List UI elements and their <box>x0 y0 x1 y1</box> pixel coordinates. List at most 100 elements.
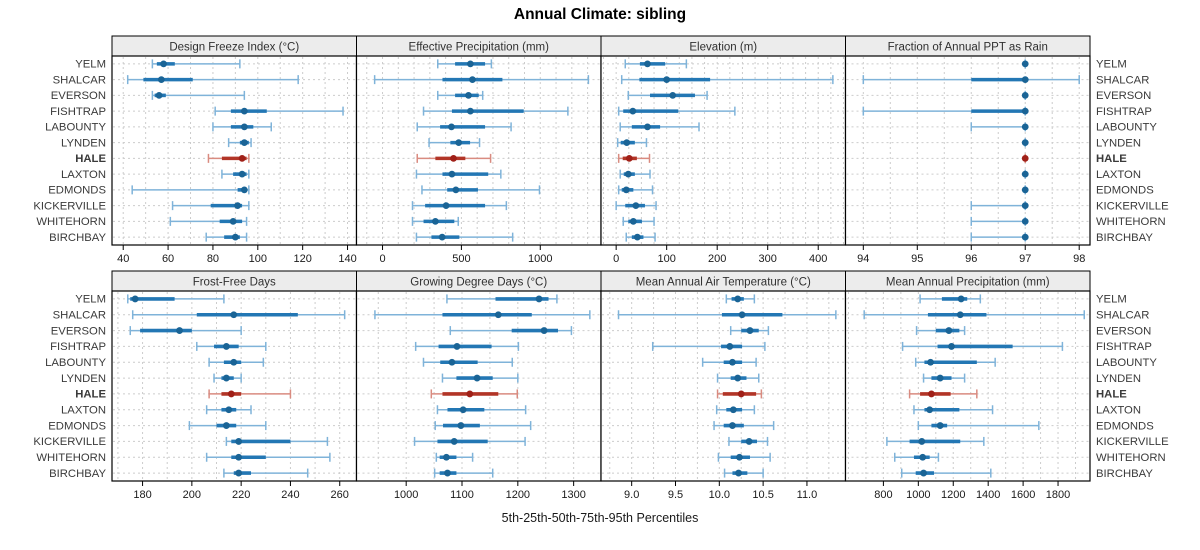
site-label-right-bottom-birchbay: BIRCHBAY <box>1096 468 1153 480</box>
median-dot <box>230 358 238 366</box>
median-dot <box>448 358 456 366</box>
panel-elevation: Elevation (m) 0 100 200 300 400 <box>600 35 847 265</box>
tick-label: 260 <box>331 489 349 501</box>
interval-elevation-birchbay <box>625 232 656 242</box>
median-dot <box>235 469 243 477</box>
median-dot <box>222 374 230 382</box>
interval-design-freeze-index-laxton <box>221 169 250 179</box>
median-dot <box>1021 233 1029 241</box>
site-label-left-bottom-labounty: LABOUNTY <box>45 357 106 369</box>
interval-design-freeze-index-fishtrap <box>214 106 344 116</box>
interval-effective-precipitation-hale <box>416 153 492 163</box>
site-label-left-bottom-yelm: YELM <box>75 294 106 306</box>
median-dot <box>231 233 239 241</box>
site-label-right-top-hale: HALE <box>1096 153 1127 165</box>
interval-mean-annual-air-temperature-laxton <box>715 405 756 415</box>
median-dot <box>624 170 632 178</box>
panel-title: Fraction of Annual PPT as Rain <box>888 42 1048 54</box>
interval-mean-annual-precipitation-labounty <box>914 357 996 367</box>
site-label-right-bottom-lynden: LYNDEN <box>1096 373 1141 385</box>
interval-design-freeze-index-everson <box>151 90 246 100</box>
median-dot <box>431 217 439 225</box>
site-label-right-bottom-yelm: YELM <box>1096 294 1127 306</box>
interval-mean-annual-air-temperature-whitehorn <box>717 452 771 462</box>
median-dot <box>1021 202 1029 210</box>
tick-label: 1600 <box>1011 489 1035 501</box>
interval-mean-annual-precipitation-yelm <box>919 294 982 304</box>
median-dot <box>729 422 736 429</box>
interval-mean-annual-air-temperature-shalcar <box>617 310 837 320</box>
panel-title: Elevation (m) <box>689 42 757 54</box>
interval-effective-precipitation-birchbay <box>415 232 514 242</box>
median-dot <box>926 406 934 414</box>
site-label-right-bottom-shalcar: SHALCAR <box>1096 310 1149 322</box>
median-dot <box>729 406 737 414</box>
tick-label: 100 <box>249 253 267 265</box>
interval-growing-degree-days-hale <box>430 389 519 399</box>
median-dot <box>734 295 742 303</box>
interval-growing-degree-days-lynden <box>441 373 519 383</box>
median-dot <box>737 390 745 398</box>
interval-effective-precipitation-everson <box>436 90 484 100</box>
interval-mean-annual-air-temperature-yelm <box>725 294 756 304</box>
interval-mean-annual-air-temperature-labounty <box>701 357 757 367</box>
panel-title: Mean Annual Air Temperature (°C) <box>636 277 811 289</box>
panel-mean-annual-air-temperature: Mean Annual Air Temperature (°C) 9.0 9.5 10… <box>600 270 847 501</box>
median-dot <box>644 60 651 68</box>
interval-design-freeze-index-hale <box>207 153 250 163</box>
site-label-left-top-whitehorn: WHITEHORN <box>36 216 106 228</box>
median-dot <box>936 374 944 382</box>
median-dot <box>473 374 481 382</box>
panel-mean-annual-precipitation: Mean Annual Precipitation (mm) 800 1000 120… <box>844 270 1091 501</box>
interval-effective-precipitation-labounty <box>416 122 512 132</box>
tick-label: 95 <box>911 253 923 265</box>
interval-fraction-ppt-rain-everson <box>1021 90 1029 100</box>
interval-elevation-fishtrap <box>617 106 736 116</box>
interval-frost-free-days-lynden <box>213 373 242 383</box>
tick-label: 98 <box>1073 253 1085 265</box>
median-dot <box>1021 91 1029 99</box>
median-dot <box>623 139 631 147</box>
interval-fraction-ppt-rain-birchbay <box>970 232 1029 242</box>
interval-frost-free-days-yelm <box>127 294 225 304</box>
tick-label: 1000 <box>394 489 418 501</box>
tick-label: 200 <box>708 253 726 265</box>
tick-label: 96 <box>965 253 977 265</box>
tick-label: 1400 <box>976 489 1000 501</box>
site-label-left-top-birchbay: BIRCHBAY <box>49 232 106 244</box>
interval-elevation-edmonds <box>617 185 654 195</box>
panel-title: Frost-Free Days <box>193 277 276 289</box>
median-dot <box>466 107 474 115</box>
tick-label: 0 <box>379 253 385 265</box>
site-label-left-bottom-edmonds: EDMONDS <box>48 420 106 432</box>
interval-elevation-whitehorn <box>622 216 655 226</box>
tick-label: 400 <box>809 253 827 265</box>
tick-label: 9.0 <box>624 489 639 501</box>
interval-fraction-ppt-rain-shalcar <box>862 75 1080 85</box>
median-dot <box>1021 76 1029 84</box>
median-dot <box>240 123 248 131</box>
interval-growing-degree-days-yelm <box>446 294 558 304</box>
tick-label: 100 <box>657 253 675 265</box>
interval-growing-degree-days-edmonds <box>434 421 532 431</box>
site-label-right-bottom-everson: EVERSON <box>1096 325 1151 337</box>
median-dot <box>459 406 467 414</box>
median-dot <box>1021 217 1029 225</box>
interval-design-freeze-index-lynden <box>227 138 252 148</box>
tick-label: 60 <box>162 253 174 265</box>
site-label-right-top-lynden: LYNDEN <box>1096 137 1141 149</box>
median-dot <box>455 139 463 147</box>
tick-label: 11.0 <box>797 489 818 501</box>
interval-frost-free-days-fishtrap <box>196 341 267 351</box>
site-label-right-bottom-labounty: LABOUNTY <box>1096 357 1157 369</box>
median-dot <box>920 469 927 477</box>
interval-fraction-ppt-rain-whitehorn <box>970 216 1029 226</box>
site-label-right-top-fishtrap: FISHTRAP <box>1096 106 1152 118</box>
median-dot <box>629 107 637 115</box>
interval-growing-degree-days-whitehorn <box>435 452 474 462</box>
panel-effective-precipitation: Effective Precipitation (mm) 0 500 1000 <box>355 35 602 265</box>
median-dot <box>918 438 926 445</box>
tick-label: 1300 <box>561 489 585 501</box>
interval-frost-free-days-whitehorn <box>205 452 331 462</box>
